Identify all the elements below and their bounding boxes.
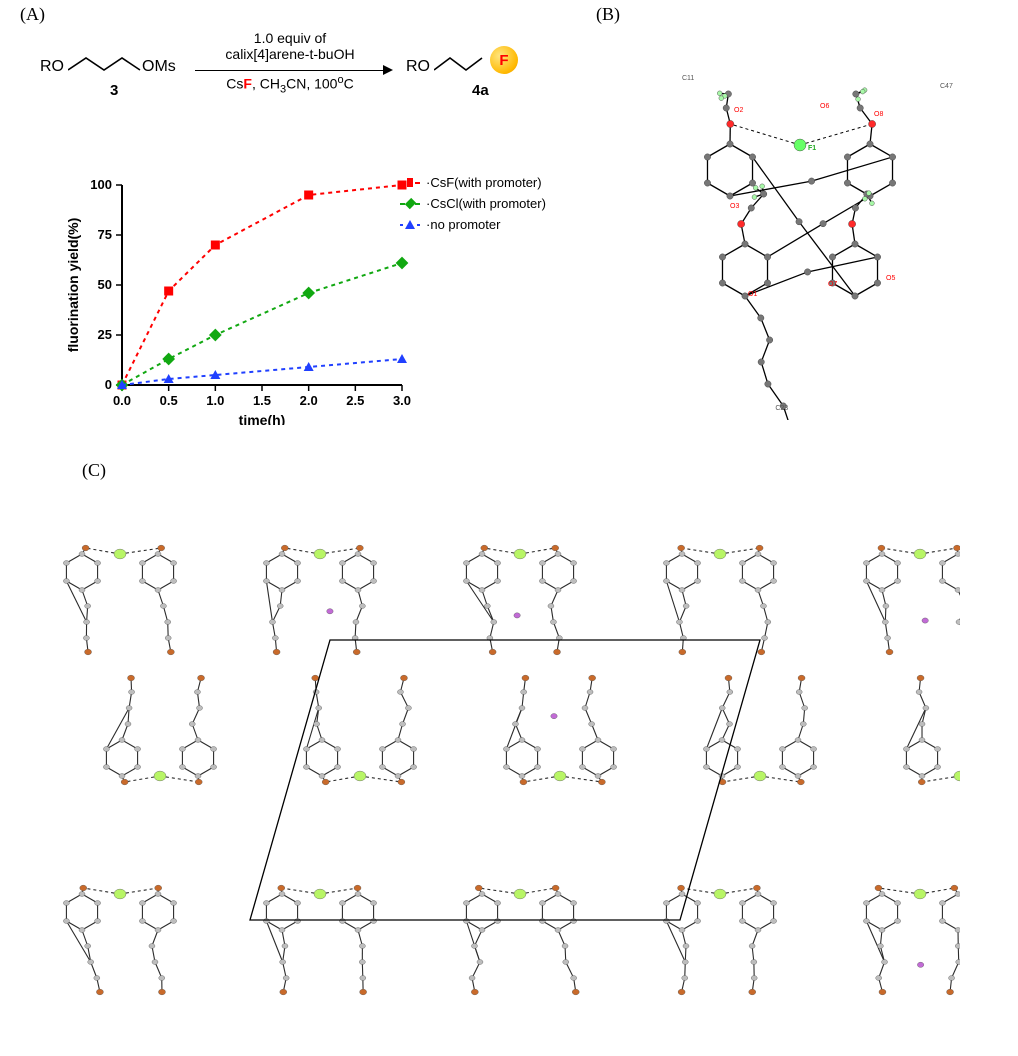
svg-text:C47: C47: [940, 83, 953, 90]
legend-label: no promoter: [430, 217, 500, 232]
svg-text:50: 50: [98, 277, 112, 292]
crystal-unit: [863, 545, 960, 655]
svg-text:25: 25: [98, 327, 112, 342]
reactant-label: 3: [110, 82, 118, 99]
svg-text:0.5: 0.5: [160, 393, 178, 408]
svg-text:O6: O6: [820, 103, 829, 110]
legend-item: · CsF(with promoter): [400, 175, 546, 190]
crystal-unit: [263, 885, 376, 995]
legend-item: · no promoter: [400, 217, 546, 232]
crystal-unit: [63, 885, 176, 995]
svg-text:0: 0: [105, 377, 112, 392]
product-chain: [434, 54, 498, 76]
legend-label: CsCl(with promoter): [430, 196, 546, 211]
panel-b-svg: F1O2O6O8O3O1O7O5O4C11C47C23: [600, 30, 1000, 420]
product-f: F: [499, 52, 508, 69]
svg-text:O2: O2: [734, 107, 743, 114]
svg-text:O5: O5: [886, 275, 895, 282]
cond-cn: CN, 100: [286, 76, 337, 92]
chart-legend: · CsF(with promoter) · CsCl(with promote…: [400, 175, 546, 238]
svg-text:O8: O8: [874, 111, 883, 118]
svg-text:C23: C23: [775, 405, 788, 412]
reactant-oms: OMs: [142, 58, 176, 76]
svg-text:time(h): time(h): [239, 412, 286, 425]
cond-c: C: [344, 76, 354, 92]
svg-text:O7: O7: [828, 281, 837, 288]
svg-text:3.0: 3.0: [393, 393, 411, 408]
panel-c-svg: [60, 490, 960, 1030]
crystal-unit: [263, 545, 376, 655]
svg-text:2.5: 2.5: [346, 393, 364, 408]
panel-c: [60, 460, 960, 1030]
legend-marker: [400, 220, 420, 229]
cond-rest1: , CH: [252, 76, 280, 92]
crystal-unit: [503, 675, 616, 785]
reaction-arrow-line: [195, 70, 385, 71]
svg-text:75: 75: [98, 227, 112, 242]
svg-text:1.5: 1.5: [253, 393, 271, 408]
reactant-ro: RO: [40, 58, 64, 76]
crystal-unit: [703, 675, 816, 785]
legend-marker: [400, 178, 420, 187]
crystal-unit: [463, 545, 576, 655]
crystal-unit: [903, 675, 960, 785]
cond-f: F: [243, 76, 252, 92]
crystal-unit: [863, 885, 960, 995]
svg-text:O1: O1: [748, 291, 757, 298]
panel-b: F1O2O6O8O3O1O7O5O4C11C47C23: [600, 30, 1000, 420]
svg-text:100: 100: [90, 177, 112, 192]
legend-label: CsF(with promoter): [430, 175, 541, 190]
cond-line1: 1.0 equiv of: [195, 30, 385, 46]
crystal-unit: [63, 545, 176, 655]
crystal-unit: [103, 675, 216, 785]
crystal-unit: [663, 545, 776, 655]
reaction-conditions-top: 1.0 equiv of calix[4]arene-t-buOH: [195, 30, 385, 62]
product-label: 4a: [472, 82, 489, 99]
reactant-chain: [68, 54, 146, 76]
crystal-unit: [303, 675, 416, 785]
crystal-unit: [663, 885, 776, 995]
panel-label-b: (B): [596, 4, 620, 25]
product-ro: RO: [406, 58, 430, 76]
legend-item: · CsCl(with promoter): [400, 196, 546, 211]
svg-text:F1: F1: [808, 145, 816, 152]
svg-text:1.0: 1.0: [206, 393, 224, 408]
product-f-circle: F: [490, 46, 518, 74]
svg-text:0.0: 0.0: [113, 393, 131, 408]
svg-text:C11: C11: [682, 75, 694, 82]
cond-line2: calix[4]arene-t-buOH: [195, 46, 385, 62]
svg-text:O3: O3: [730, 203, 739, 210]
panel-a: RO OMs 3 1.0 equiv of calix[4]arene-t-bu…: [20, 0, 580, 440]
reaction-conditions-bottom: CsF, CH3CN, 100oC: [195, 74, 385, 95]
reaction-scheme: RO OMs 3 1.0 equiv of calix[4]arene-t-bu…: [40, 30, 540, 120]
svg-text:fluorination yield(%): fluorination yield(%): [65, 218, 81, 353]
legend-marker: [400, 199, 420, 208]
crystal-unit: [463, 885, 579, 995]
svg-text:2.0: 2.0: [300, 393, 318, 408]
cond-cs: Cs: [226, 76, 243, 92]
